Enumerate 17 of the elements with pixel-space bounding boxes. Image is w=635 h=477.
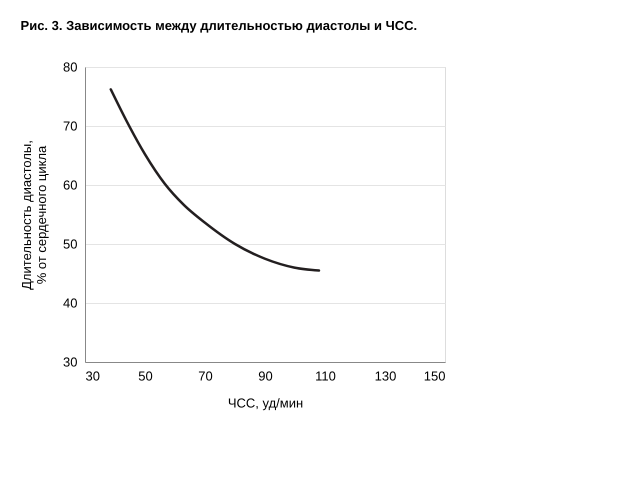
x-tick-label: 150 [424,368,446,384]
x-tick-label: 90 [258,368,273,384]
x-tick-label: 50 [138,368,153,384]
y-tick-label: 50 [63,236,78,252]
y-tick-label: 40 [63,296,78,310]
line-series [110,88,320,272]
x-tick-label: 110 [315,368,336,384]
y-axis-title: Длительность диастолы, % от сердечного цикла [19,140,50,290]
chart-title: Рис. 3. Зависимость между длительностью диастолы и ЧСС. [20,18,418,33]
x-axis-title: ЧСС, уд/мин [228,396,304,410]
y-tick-label: 70 [63,118,78,134]
y-tick-label: 60 [63,178,78,192]
y-tick-label: 80 [63,60,78,74]
x-tick-label: 130 [374,368,396,384]
x-tick-label: 30 [86,368,100,384]
y-tick-label: 30 [63,354,78,370]
x-tick-label: 70 [198,368,213,384]
